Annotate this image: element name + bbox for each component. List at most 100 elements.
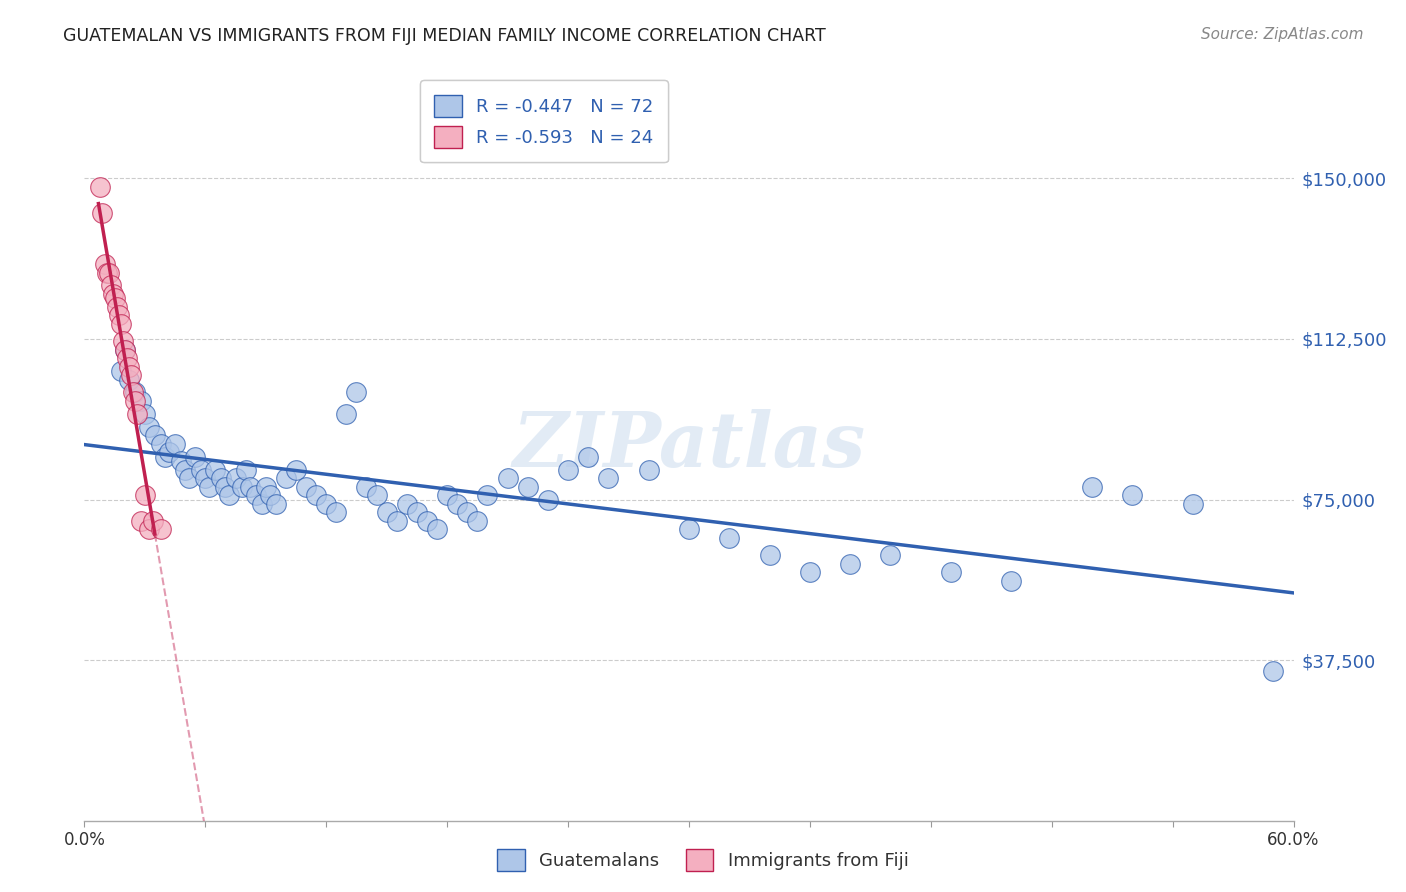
Point — [678, 523, 700, 537]
Point — [235, 462, 257, 476]
Point — [93, 257, 115, 271]
Point — [143, 428, 166, 442]
Point — [375, 505, 398, 519]
Point — [134, 488, 156, 502]
Point — [179, 471, 201, 485]
Point — [118, 373, 141, 387]
Point — [259, 488, 281, 502]
Point — [537, 492, 560, 507]
Point — [101, 287, 124, 301]
Point — [456, 505, 478, 519]
Text: GUATEMALAN VS IMMIGRANTS FROM FIJI MEDIAN FAMILY INCOME CORRELATION CHART: GUATEMALAN VS IMMIGRANTS FROM FIJI MEDIA… — [63, 27, 825, 45]
Point — [115, 351, 138, 366]
Point — [114, 343, 136, 357]
Point — [477, 488, 499, 502]
Point — [496, 471, 519, 485]
Point — [1263, 664, 1285, 678]
Point — [121, 385, 143, 400]
Point — [939, 566, 962, 580]
Point — [467, 514, 489, 528]
Point — [138, 419, 160, 434]
Point — [576, 450, 599, 464]
Point — [149, 437, 172, 451]
Point — [718, 531, 741, 545]
Point — [305, 488, 328, 502]
Point — [406, 505, 429, 519]
Point — [1181, 497, 1204, 511]
Legend: Guatemalans, Immigrants from Fiji: Guatemalans, Immigrants from Fiji — [491, 842, 915, 879]
Text: Source: ZipAtlas.com: Source: ZipAtlas.com — [1201, 27, 1364, 42]
Point — [120, 368, 142, 383]
Point — [231, 480, 253, 494]
Point — [1000, 574, 1022, 588]
Point — [96, 266, 118, 280]
Point — [104, 291, 127, 305]
Point — [153, 450, 176, 464]
Point — [225, 471, 247, 485]
Point — [325, 505, 347, 519]
Point — [285, 462, 308, 476]
Point — [110, 317, 132, 331]
Point — [274, 471, 297, 485]
Point — [118, 359, 141, 374]
Point — [138, 523, 160, 537]
Point — [124, 385, 146, 400]
Point — [1121, 488, 1143, 502]
Point — [134, 407, 156, 421]
Point — [295, 480, 318, 494]
Point — [839, 557, 862, 571]
Point — [100, 278, 122, 293]
Point — [426, 523, 449, 537]
Point — [190, 462, 212, 476]
Point — [416, 514, 439, 528]
Point — [346, 385, 368, 400]
Legend: R = -0.447   N = 72, R = -0.593   N = 24: R = -0.447 N = 72, R = -0.593 N = 24 — [420, 80, 668, 162]
Point — [157, 445, 180, 459]
Point — [356, 480, 378, 494]
Point — [395, 497, 418, 511]
Point — [758, 548, 780, 562]
Point — [335, 407, 357, 421]
Point — [125, 407, 148, 421]
Point — [170, 454, 193, 468]
Point — [91, 205, 114, 219]
Point — [124, 394, 146, 409]
Point — [557, 462, 579, 476]
Point — [879, 548, 901, 562]
Point — [111, 334, 134, 348]
Point — [315, 497, 337, 511]
Point — [264, 497, 287, 511]
Point — [89, 180, 111, 194]
Point — [165, 437, 187, 451]
Point — [239, 480, 262, 494]
Point — [194, 471, 217, 485]
Point — [198, 480, 221, 494]
Point — [129, 514, 152, 528]
Point — [446, 497, 468, 511]
Point — [110, 364, 132, 378]
Point — [799, 566, 821, 580]
Point — [105, 300, 128, 314]
Point — [366, 488, 388, 502]
Point — [149, 523, 172, 537]
Point — [637, 462, 659, 476]
Point — [107, 309, 129, 323]
Point — [184, 450, 207, 464]
Point — [598, 471, 620, 485]
Point — [516, 480, 538, 494]
Point — [204, 462, 226, 476]
Point — [214, 480, 236, 494]
Point — [114, 343, 136, 357]
Point — [250, 497, 273, 511]
Point — [436, 488, 458, 502]
Point — [174, 462, 197, 476]
Point — [254, 480, 277, 494]
Point — [209, 471, 232, 485]
Point — [385, 514, 408, 528]
Point — [97, 266, 120, 280]
Text: ZIPatlas: ZIPatlas — [512, 409, 866, 483]
Point — [245, 488, 267, 502]
Point — [218, 488, 240, 502]
Point — [142, 514, 165, 528]
Point — [1081, 480, 1104, 494]
